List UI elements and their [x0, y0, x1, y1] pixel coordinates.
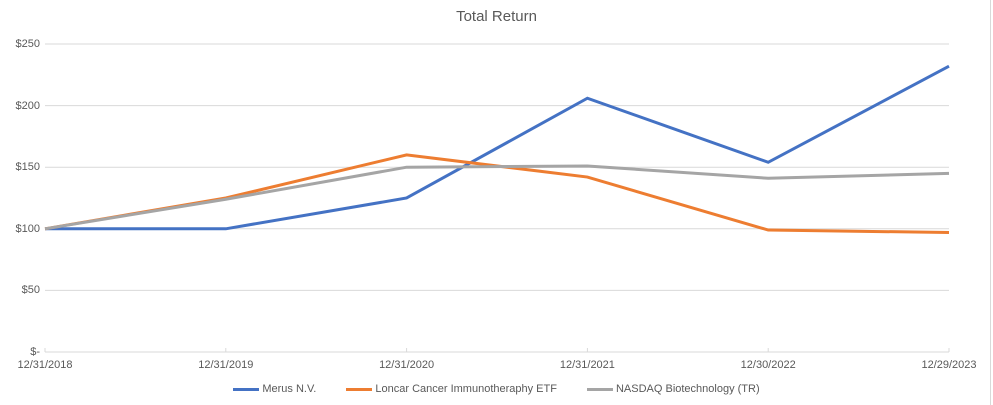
legend-line-swatch-icon [233, 388, 260, 391]
y-axis-tick-label: $250 [15, 38, 40, 50]
legend-label: Loncar Cancer Immunotheraphy ETF [375, 383, 557, 395]
x-axis-tick-label: 12/31/2020 [379, 359, 435, 371]
x-axis-tick-label: 12/29/2023 [921, 359, 977, 371]
series-line-nasdaq-biotechnology-tr [44, 164, 950, 231]
legend-line-swatch-icon [346, 388, 373, 391]
y-axis-tick-label: $100 [15, 222, 40, 235]
y-axis-tick-label: $150 [15, 161, 40, 174]
legend-label: NASDAQ Biotechnology (TR) [615, 383, 760, 395]
y-axis-tick-label: $50 [21, 284, 40, 297]
legend-label: Merus N.V. [262, 383, 317, 395]
x-axis-tick-label: 12/30/2022 [740, 359, 796, 371]
legend: Merus N.V. Loncar Cancer Immunotheraphy E… [0, 383, 993, 396]
legend-item-merus-n-v: Merus N.V. [233, 383, 316, 396]
y-axis-tick-label: $200 [15, 99, 40, 112]
x-axis-tick-label: 12/31/2021 [559, 359, 615, 371]
legend-item-loncar-cancer-immunotheraphy-etf: Loncar Cancer Immunotheraphy ETF [346, 383, 557, 396]
x-axis-tick-label: 12/31/2018 [17, 359, 73, 371]
legend-line-swatch-icon [586, 388, 613, 391]
x-axis-tick-label: 12/31/2019 [198, 359, 254, 371]
series-line-merus-n-v [45, 64, 950, 231]
legend-item-nasdaq-biotechnology-tr: NASDAQ Biotechnology (TR) [586, 383, 760, 396]
y-axis-tick-label: $- [30, 346, 40, 358]
worksheet-edge-line [990, 0, 991, 405]
chart-title: Total Return [456, 8, 537, 25]
